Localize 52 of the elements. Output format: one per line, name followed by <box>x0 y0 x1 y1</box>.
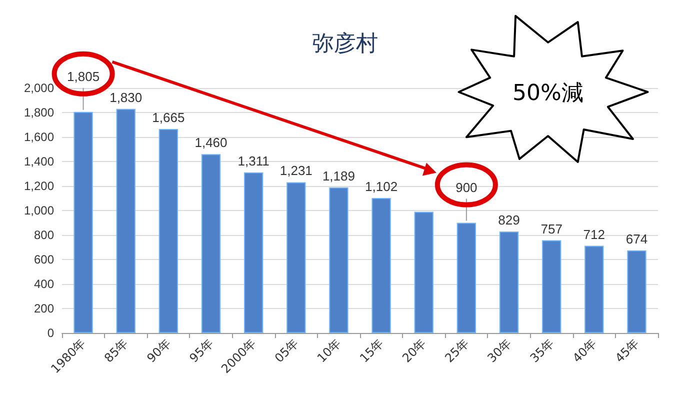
x-tick-label: 40年 <box>570 336 600 366</box>
bar <box>372 198 391 333</box>
y-tick-label: 200 <box>34 302 54 316</box>
data-label: 900 <box>456 180 478 195</box>
x-tick-label: 05年 <box>272 336 302 366</box>
y-tick-label: 1,000 <box>24 204 54 218</box>
y-tick-label: 800 <box>34 228 54 242</box>
x-tick-label: 10年 <box>314 336 344 366</box>
data-label: 1,665 <box>152 110 185 126</box>
y-tick-label: 1,800 <box>24 106 54 120</box>
y-tick-label: 400 <box>34 277 54 291</box>
x-tick-label: 45年 <box>612 336 642 366</box>
bar <box>584 246 604 333</box>
data-label: 1,805 <box>67 68 100 84</box>
x-tick-label: 15年 <box>357 336 386 366</box>
y-tick-label: 1,400 <box>24 154 54 168</box>
bar <box>627 250 646 333</box>
bar <box>456 222 476 333</box>
bar <box>414 212 434 333</box>
x-tick-label: 35年 <box>527 336 557 366</box>
y-tick-label: 1,200 <box>24 179 54 193</box>
bar <box>286 182 306 333</box>
data-label: 1,189 <box>322 168 355 184</box>
bar <box>244 172 264 333</box>
data-label: 829 <box>498 212 520 228</box>
bar <box>201 154 221 333</box>
chart-title: 弥彦村 <box>312 32 378 56</box>
bar <box>158 129 178 333</box>
x-tick-label: 95年 <box>186 336 216 366</box>
data-label: 1,460 <box>194 135 228 150</box>
data-label: 674 <box>626 231 648 246</box>
x-tick-label: 90年 <box>144 336 174 366</box>
data-label: 1,231 <box>280 163 312 178</box>
bar <box>499 231 519 333</box>
x-tick-label: 25年 <box>442 336 472 366</box>
bar <box>116 108 136 333</box>
x-tick-label: 85年 <box>102 336 131 366</box>
data-label: 1,830 <box>110 90 142 105</box>
y-tick-label: 1,600 <box>24 130 54 144</box>
x-tick-label: 30年 <box>484 336 514 366</box>
bar <box>542 240 562 333</box>
y-tick-label: 2,000 <box>24 81 54 95</box>
data-label: 712 <box>583 226 605 242</box>
x-tick-label: 20年 <box>400 336 429 366</box>
annotation: 50%減 <box>512 81 584 106</box>
bar <box>329 187 348 333</box>
data-label: 1,311 <box>238 153 270 168</box>
y-tick-label: 0 <box>47 326 54 340</box>
y-tick-label: 600 <box>34 252 54 266</box>
bar <box>74 112 93 333</box>
data-label: 1,102 <box>365 179 398 194</box>
data-label: 757 <box>540 221 562 236</box>
